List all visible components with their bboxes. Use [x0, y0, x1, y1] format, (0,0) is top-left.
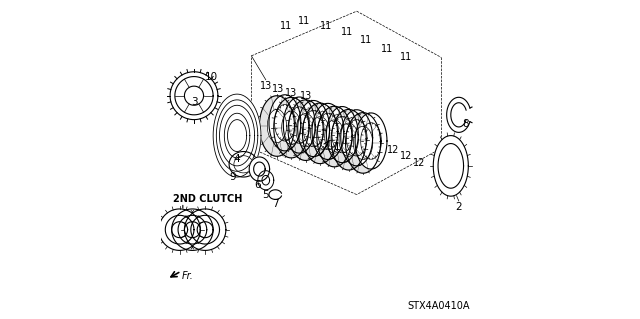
Polygon shape	[340, 110, 372, 166]
Polygon shape	[175, 77, 213, 115]
Text: 11: 11	[341, 27, 353, 37]
Polygon shape	[269, 95, 301, 151]
Text: 12: 12	[400, 151, 412, 161]
Polygon shape	[165, 215, 194, 244]
Polygon shape	[331, 109, 366, 170]
Polygon shape	[282, 111, 301, 144]
Text: 11: 11	[360, 35, 372, 45]
Polygon shape	[303, 103, 337, 164]
Text: Fr.: Fr.	[182, 271, 194, 281]
Text: 12: 12	[413, 158, 425, 168]
Polygon shape	[339, 123, 358, 156]
Polygon shape	[355, 113, 387, 169]
Polygon shape	[197, 222, 213, 238]
Polygon shape	[249, 157, 269, 181]
Polygon shape	[303, 110, 324, 147]
Polygon shape	[288, 100, 323, 160]
Polygon shape	[170, 72, 218, 120]
Text: 7: 7	[272, 199, 278, 209]
Polygon shape	[262, 175, 269, 185]
Polygon shape	[346, 113, 381, 173]
Polygon shape	[296, 114, 316, 147]
Polygon shape	[258, 171, 274, 190]
Polygon shape	[298, 100, 330, 157]
Polygon shape	[172, 222, 188, 238]
Polygon shape	[310, 117, 330, 150]
Text: 13: 13	[260, 81, 272, 91]
Polygon shape	[353, 126, 372, 160]
Polygon shape	[159, 209, 200, 250]
Polygon shape	[324, 120, 344, 153]
Polygon shape	[289, 107, 310, 143]
Polygon shape	[332, 116, 353, 153]
Text: 12: 12	[387, 145, 399, 155]
Polygon shape	[275, 105, 295, 141]
Polygon shape	[317, 106, 352, 167]
Text: 11: 11	[280, 20, 292, 31]
Text: 6: 6	[255, 180, 261, 190]
Text: 11: 11	[381, 44, 393, 55]
Polygon shape	[213, 94, 261, 177]
Text: 9: 9	[229, 172, 236, 182]
Polygon shape	[191, 215, 220, 244]
Polygon shape	[284, 97, 316, 153]
Polygon shape	[312, 103, 344, 160]
Polygon shape	[268, 109, 287, 143]
Text: 11: 11	[298, 16, 310, 26]
Text: 5: 5	[262, 189, 269, 200]
Polygon shape	[361, 123, 381, 159]
Polygon shape	[178, 215, 207, 244]
Polygon shape	[274, 97, 309, 158]
Polygon shape	[438, 144, 463, 188]
Text: 13: 13	[285, 87, 298, 98]
Text: 11: 11	[400, 52, 412, 63]
Text: 11: 11	[320, 20, 333, 31]
Polygon shape	[184, 86, 204, 105]
Polygon shape	[317, 113, 339, 150]
Text: 13: 13	[300, 91, 312, 101]
Polygon shape	[172, 209, 213, 250]
Polygon shape	[253, 162, 265, 176]
Text: 3: 3	[191, 97, 197, 107]
Polygon shape	[259, 96, 294, 156]
Polygon shape	[433, 136, 468, 196]
Text: 1: 1	[334, 142, 341, 152]
Text: 8: 8	[462, 119, 468, 130]
Text: 13: 13	[273, 84, 285, 94]
Text: 2ND CLUTCH: 2ND CLUTCH	[173, 194, 243, 204]
Text: 10: 10	[205, 71, 218, 82]
Text: STX4A0410A: STX4A0410A	[408, 301, 470, 311]
Polygon shape	[346, 120, 367, 156]
Polygon shape	[184, 222, 200, 238]
Text: 4: 4	[234, 154, 241, 165]
Polygon shape	[326, 107, 358, 163]
Polygon shape	[184, 209, 226, 250]
Text: 2: 2	[456, 202, 462, 212]
